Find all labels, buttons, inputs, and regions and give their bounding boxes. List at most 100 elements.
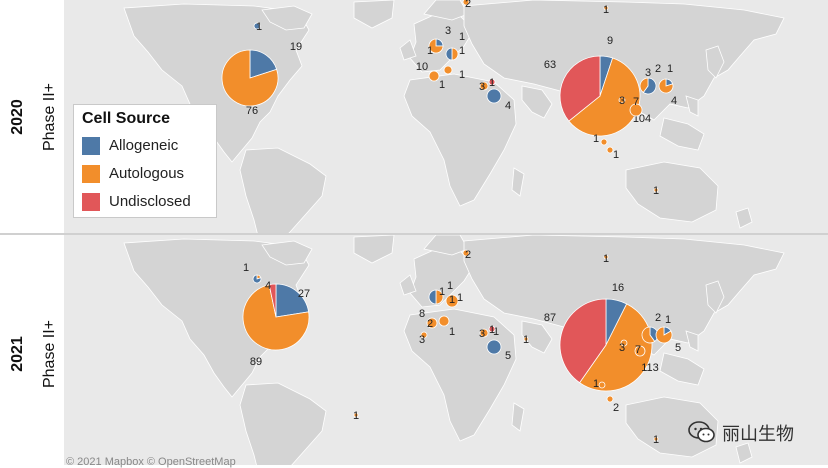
pie-spain[interactable] bbox=[426, 317, 438, 329]
pie-china[interactable] bbox=[559, 55, 641, 137]
pie-brazil[interactable] bbox=[353, 412, 359, 418]
landmass bbox=[625, 396, 719, 458]
pie-china[interactable] bbox=[559, 298, 653, 392]
pie-russia-north[interactable] bbox=[603, 5, 609, 11]
pie-label: 76 bbox=[246, 105, 258, 117]
pie-label: 5 bbox=[675, 342, 681, 354]
pie-label: 1 bbox=[459, 69, 465, 81]
pie-label: 1 bbox=[243, 262, 249, 274]
pie-label: 113 bbox=[641, 362, 659, 374]
pie-uk[interactable] bbox=[428, 38, 444, 54]
pie-label: 5 bbox=[505, 350, 511, 362]
pie-russia[interactable] bbox=[488, 325, 496, 333]
pie-spain[interactable] bbox=[428, 70, 440, 82]
pie-label: 3 bbox=[619, 342, 625, 354]
pie-slice-undisclosed bbox=[559, 55, 601, 122]
pie-label: 1 bbox=[449, 294, 455, 306]
pie-norway[interactable] bbox=[462, 0, 470, 6]
pie-slice-autologous bbox=[641, 326, 656, 344]
pie-turkey[interactable] bbox=[479, 81, 489, 91]
pie-label: 3 bbox=[619, 95, 625, 107]
pie-uk[interactable] bbox=[428, 289, 444, 305]
pie-label: 1 bbox=[457, 292, 463, 304]
pie-label: 4 bbox=[265, 280, 271, 292]
pie-label: 16 bbox=[612, 282, 624, 294]
legend-swatch-allogeneic bbox=[82, 137, 100, 155]
pie-philippines[interactable] bbox=[598, 381, 606, 389]
phase-label: Phase II+ bbox=[41, 319, 59, 389]
pie-slice-autologous bbox=[420, 331, 428, 339]
pie-india[interactable] bbox=[523, 336, 529, 342]
pie-slice-allogeneic bbox=[252, 274, 262, 284]
pie-russia[interactable] bbox=[488, 78, 496, 86]
pie-slice-allogeneic bbox=[486, 88, 502, 104]
pie-slice-allogeneic bbox=[486, 339, 502, 355]
pie-indonesia[interactable] bbox=[606, 146, 614, 154]
landmass bbox=[463, 0, 785, 121]
pie-usa[interactable] bbox=[242, 283, 310, 351]
pie-usa[interactable] bbox=[221, 49, 279, 107]
pie-russia-north[interactable] bbox=[603, 254, 609, 260]
pie-slice-allogeneic bbox=[253, 22, 261, 30]
landmass bbox=[735, 442, 753, 464]
map-attribution: © 2021 Mapbox © OpenStreetMap bbox=[66, 456, 236, 468]
pie-germany[interactable] bbox=[445, 47, 459, 61]
pie-label: 1 bbox=[439, 286, 445, 298]
landmass bbox=[735, 207, 753, 229]
pie-taiwan[interactable] bbox=[629, 103, 643, 117]
pie-slice-allogeneic bbox=[445, 47, 453, 61]
pie-france[interactable] bbox=[438, 315, 450, 327]
pie-germany[interactable] bbox=[445, 294, 459, 308]
pie-norway[interactable] bbox=[462, 249, 470, 257]
pie-turkey[interactable] bbox=[479, 328, 489, 338]
pie-israel[interactable] bbox=[486, 339, 502, 355]
pie-slice-autologous bbox=[445, 294, 459, 308]
pie-slice-autologous bbox=[620, 339, 628, 347]
pie-israel[interactable] bbox=[486, 88, 502, 104]
landmass bbox=[399, 39, 417, 61]
pie-canada[interactable] bbox=[253, 22, 261, 30]
pie-slice-undisclosed bbox=[559, 298, 607, 384]
landmass bbox=[705, 45, 725, 79]
pie-korea[interactable] bbox=[641, 326, 659, 344]
landmass bbox=[463, 235, 785, 356]
pie-china-small[interactable] bbox=[620, 339, 628, 347]
legend: Cell Source Allogeneic Autologous Undisc… bbox=[73, 104, 217, 218]
pie-slice-autologous bbox=[523, 336, 529, 342]
landmass bbox=[239, 147, 327, 233]
pie-slice-autologous bbox=[568, 57, 641, 137]
pie-taiwan[interactable] bbox=[634, 345, 646, 357]
pie-slice-autologous bbox=[600, 138, 608, 146]
pie-slice-autologous bbox=[438, 315, 450, 327]
pie-label: 1 bbox=[613, 149, 619, 161]
landmass bbox=[705, 280, 725, 314]
pie-australia[interactable] bbox=[653, 187, 659, 193]
pie-indonesia[interactable] bbox=[606, 395, 614, 403]
pie-label: 1 bbox=[593, 378, 599, 390]
pie-australia[interactable] bbox=[653, 436, 659, 442]
pie-japan[interactable] bbox=[658, 78, 674, 94]
pie-label: 3 bbox=[479, 328, 485, 340]
pie-korea[interactable] bbox=[639, 77, 657, 95]
map-panel-2020: 19 76 1 63 9 104 3 2 1 4 7 3 4 3 1 2 1 3 1 1 1 10 1 1 1 1 1 bbox=[64, 0, 828, 233]
pie-france[interactable] bbox=[443, 65, 453, 75]
landmass bbox=[685, 95, 699, 117]
pie-canada[interactable] bbox=[252, 274, 262, 284]
landmass bbox=[399, 274, 417, 296]
landmass bbox=[403, 73, 517, 207]
pie-label: 1 bbox=[603, 253, 609, 265]
pie-label: 1 bbox=[665, 314, 671, 326]
pie-slice-autologous bbox=[653, 187, 659, 193]
pie-slice-autologous bbox=[629, 103, 643, 117]
pie-portugal[interactable] bbox=[420, 331, 428, 339]
pie-label: 8 bbox=[419, 308, 425, 320]
landmass bbox=[353, 0, 395, 29]
pie-philippines[interactable] bbox=[600, 138, 608, 146]
pie-label: 1 bbox=[427, 45, 433, 57]
pie-slice-allogeneic bbox=[275, 283, 310, 318]
pie-slice-autologous bbox=[598, 381, 606, 389]
pie-japan[interactable] bbox=[655, 326, 673, 344]
pie-label: 1 bbox=[493, 326, 499, 338]
pie-china-small[interactable] bbox=[618, 96, 626, 104]
